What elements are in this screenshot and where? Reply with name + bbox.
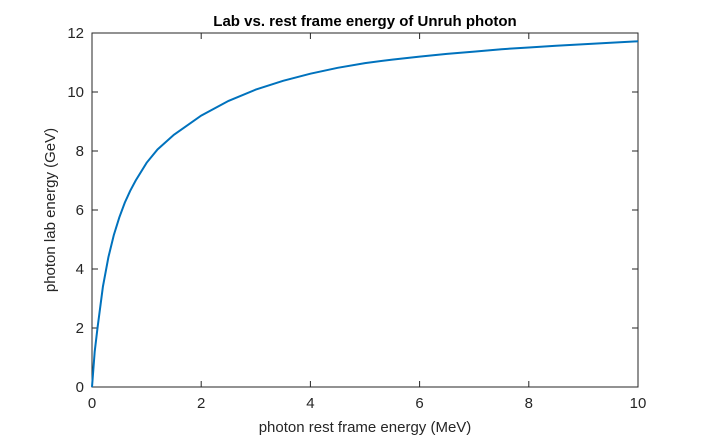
x-tick-label: 4 bbox=[306, 395, 314, 412]
tick-labels: 0 2 4 6 8 10 0 2 4 6 8 10 12 bbox=[67, 25, 646, 412]
y-tick-label: 4 bbox=[76, 261, 84, 278]
y-tick-label: 10 bbox=[67, 84, 84, 101]
series-line bbox=[91, 40, 639, 388]
x-tick-label: 0 bbox=[88, 395, 96, 412]
x-axis-label: photon rest frame energy (MeV) bbox=[259, 419, 472, 436]
y-tick-label: 0 bbox=[76, 379, 84, 396]
y-tick-label: 8 bbox=[76, 143, 84, 160]
x-tick-label: 2 bbox=[197, 395, 205, 412]
y-tick-label: 6 bbox=[76, 202, 84, 219]
plot-area bbox=[91, 32, 639, 388]
y-tick-label: 2 bbox=[76, 320, 84, 337]
x-tick-label: 8 bbox=[525, 395, 533, 412]
y-axis-label: photon lab energy (GeV) bbox=[42, 128, 59, 292]
y-tick-label: 12 bbox=[67, 25, 84, 42]
x-tick-label: 10 bbox=[630, 395, 647, 412]
x-tick-label: 6 bbox=[415, 395, 423, 412]
chart-title: Lab vs. rest frame energy of Unruh photo… bbox=[213, 13, 516, 30]
axes-ticks bbox=[91, 32, 639, 388]
